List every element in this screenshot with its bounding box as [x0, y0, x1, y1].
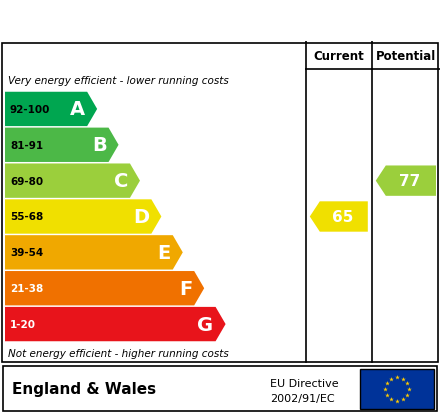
Text: Potential: Potential — [376, 50, 436, 62]
Text: Current: Current — [313, 50, 364, 62]
Text: D: D — [133, 207, 149, 226]
Polygon shape — [5, 271, 204, 306]
Text: 77: 77 — [399, 174, 421, 189]
Text: 21-38: 21-38 — [10, 284, 43, 294]
Text: G: G — [198, 315, 213, 334]
Polygon shape — [5, 200, 161, 234]
Text: A: A — [70, 100, 85, 119]
Text: 55-68: 55-68 — [10, 212, 43, 222]
Polygon shape — [376, 166, 436, 196]
Text: 1-20: 1-20 — [10, 319, 36, 329]
Text: 39-54: 39-54 — [10, 248, 43, 258]
Text: 69-80: 69-80 — [10, 176, 43, 186]
Text: England & Wales: England & Wales — [12, 382, 156, 396]
Text: EU Directive: EU Directive — [270, 378, 339, 388]
Text: E: E — [158, 243, 171, 262]
Text: 2002/91/EC: 2002/91/EC — [270, 393, 335, 403]
Polygon shape — [5, 307, 226, 342]
Text: C: C — [114, 172, 128, 191]
Text: Energy Efficiency Rating: Energy Efficiency Rating — [9, 12, 278, 31]
Polygon shape — [5, 128, 118, 163]
Text: F: F — [179, 279, 192, 298]
Text: Very energy efficient - lower running costs: Very energy efficient - lower running co… — [8, 76, 229, 86]
Polygon shape — [5, 93, 97, 127]
Text: 92-100: 92-100 — [10, 104, 50, 115]
Text: 81-91: 81-91 — [10, 140, 43, 150]
Bar — [360, 369, 434, 409]
Text: B: B — [92, 136, 106, 155]
Polygon shape — [5, 235, 183, 270]
Text: Not energy efficient - higher running costs: Not energy efficient - higher running co… — [8, 348, 229, 358]
Polygon shape — [5, 164, 140, 198]
Polygon shape — [310, 202, 368, 232]
Text: 65: 65 — [332, 209, 353, 224]
